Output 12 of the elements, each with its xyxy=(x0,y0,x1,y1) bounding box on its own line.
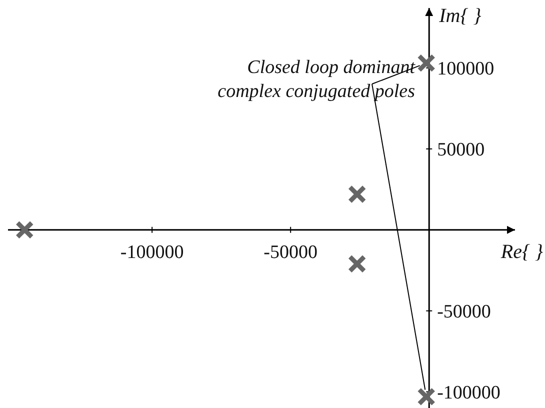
point xyxy=(15,220,34,240)
point xyxy=(348,184,366,204)
y-axis-title: Im{ } xyxy=(438,5,482,27)
annotation: Closed loop dominant complex conjugated poles xyxy=(218,57,416,102)
point xyxy=(417,54,436,72)
y-tick-label: -100000 xyxy=(437,382,500,404)
x-axis-title: Re{ } xyxy=(500,240,543,263)
point xyxy=(348,254,366,274)
y-tick-label: -50000 xyxy=(437,301,491,322)
y-tick-label: 100000 xyxy=(437,58,494,80)
y-tick-label: 50000 xyxy=(437,140,485,161)
point xyxy=(417,387,436,406)
